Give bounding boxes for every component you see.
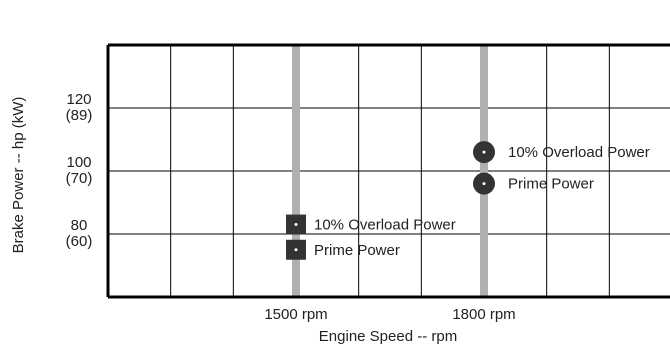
y-tick-label-hp: 80 xyxy=(71,217,88,234)
data-point-center-dot xyxy=(294,223,298,227)
data-point-label: Prime Power xyxy=(508,176,594,193)
y-tick-label-hp: 120 xyxy=(66,91,91,108)
data-point-label: 10% Overload Power xyxy=(508,144,650,161)
data-point-label: 10% Overload Power xyxy=(314,217,456,234)
x-tick-label: 1500 rpm xyxy=(264,306,327,323)
data-points: 10% Overload Power Prime Power 10% Overloa… xyxy=(286,141,650,260)
x-tick-label: 1800 rpm xyxy=(452,306,515,323)
plot-frame xyxy=(106,43,670,299)
y-tick-label-kw: (89) xyxy=(66,107,93,124)
y-tick-label-kw: (60) xyxy=(66,233,93,250)
y-tick-label-kw: (70) xyxy=(66,170,93,187)
grid xyxy=(108,45,670,297)
data-point-center-dot xyxy=(294,248,298,252)
y-axis-title: Brake Power -- hp (kW) xyxy=(10,97,27,254)
x-axis-title: Engine Speed -- rpm xyxy=(319,328,457,345)
tick-labels: 1500 rpm 1800 rpm 80(60) 100(70) 120(89) xyxy=(66,91,516,323)
data-point-center-dot xyxy=(482,182,486,186)
data-point-label: Prime Power xyxy=(314,242,400,259)
y-tick-label-hp: 100 xyxy=(66,154,91,171)
data-point-center-dot xyxy=(482,150,486,154)
